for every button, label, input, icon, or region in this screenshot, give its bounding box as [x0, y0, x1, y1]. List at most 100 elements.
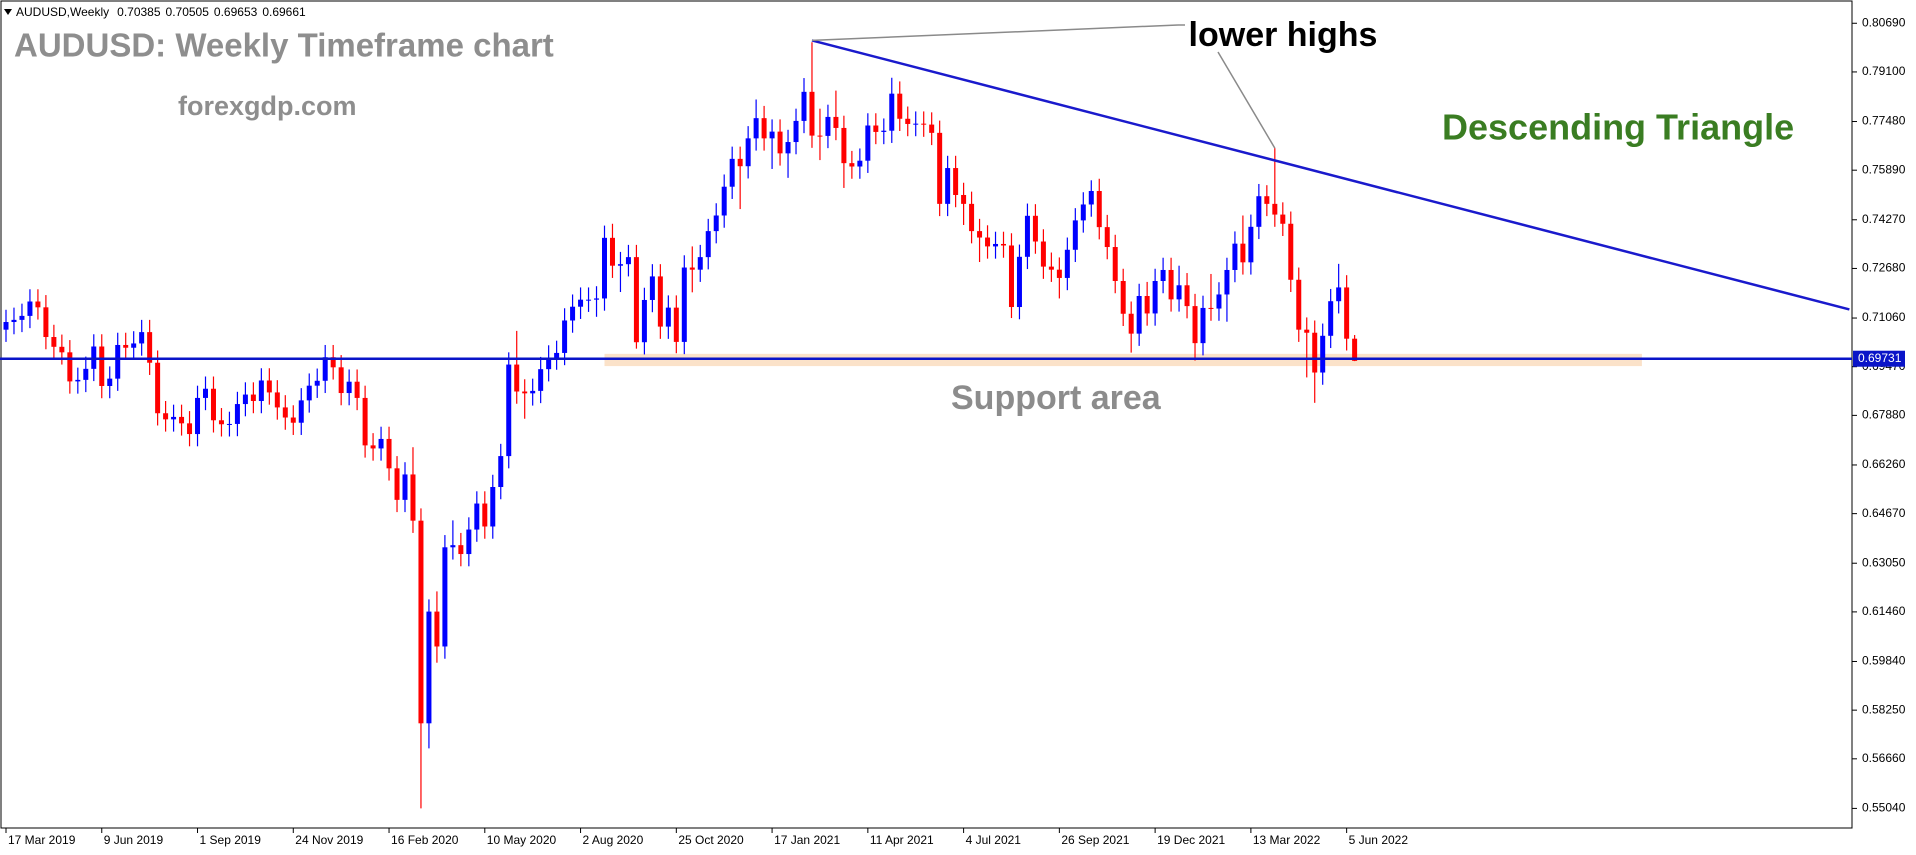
y-tick-label: 0.80690 — [1862, 15, 1906, 29]
candle-body — [378, 438, 384, 449]
candle-body — [1312, 332, 1318, 373]
candle-body — [139, 332, 145, 344]
candle-body — [953, 168, 959, 195]
candle-body — [745, 138, 751, 167]
candle-body — [889, 93, 895, 131]
candle-body — [665, 307, 671, 327]
candle-body — [793, 120, 799, 143]
trendline — [811, 39, 1850, 311]
candle-body — [346, 381, 352, 394]
candle-body — [426, 611, 432, 724]
candle-body — [514, 364, 520, 392]
candle-body — [330, 357, 336, 368]
candle-body — [673, 307, 679, 342]
candle-body — [849, 163, 855, 167]
candle-body — [498, 456, 504, 488]
header-close: 0.69661 — [262, 5, 306, 19]
candle-body — [1064, 249, 1070, 278]
candle-body — [75, 379, 81, 382]
zone-layer — [604, 353, 1642, 367]
candle-body — [59, 346, 65, 353]
candle-body — [1040, 241, 1046, 267]
candle-body — [210, 388, 216, 421]
candle-body — [1032, 215, 1038, 242]
y-tick-label: 0.58250 — [1862, 702, 1906, 716]
candle-body — [386, 438, 392, 469]
candle-body — [274, 392, 280, 408]
candle-body — [825, 116, 831, 136]
chart-subtitle: forexgdp.com — [178, 91, 357, 121]
y-tick-label: 0.77480 — [1862, 114, 1906, 128]
candle-body — [641, 299, 647, 343]
price-label: 0.69731 — [1858, 351, 1902, 365]
header-arrow — [4, 9, 12, 15]
candle-body — [865, 125, 871, 161]
candle-body — [354, 381, 360, 398]
candle-body — [1056, 269, 1062, 278]
x-tick-label: 10 May 2020 — [487, 833, 557, 847]
candle-body — [203, 388, 208, 398]
candle-body — [857, 160, 863, 167]
y-tick-label: 0.55040 — [1862, 801, 1906, 815]
x-tick-label: 9 Jun 2019 — [104, 833, 164, 847]
candle-body — [115, 344, 121, 379]
candle-body — [522, 391, 528, 394]
candle-body — [993, 243, 999, 247]
candle-body — [131, 343, 137, 348]
candle-body — [697, 257, 703, 270]
x-tick-label: 25 Oct 2020 — [678, 833, 744, 847]
candle-body — [985, 237, 991, 247]
connector — [1217, 51, 1276, 149]
connector — [811, 24, 1179, 42]
candle-body — [769, 131, 775, 139]
x-tick-label: 5 Jun 2022 — [1349, 833, 1409, 847]
candle-body — [721, 186, 727, 216]
y-tick-label: 0.67880 — [1862, 408, 1906, 422]
candle-body — [218, 420, 224, 425]
candle-body — [1288, 223, 1294, 280]
candle-body — [458, 545, 464, 555]
candle-body — [306, 385, 312, 401]
candle-body — [657, 276, 663, 327]
candle-body — [362, 397, 368, 446]
candle-body — [1120, 280, 1126, 314]
candle-body — [594, 298, 600, 300]
candle-body — [705, 231, 711, 258]
candle-body — [1080, 204, 1086, 221]
candle-body — [737, 158, 743, 167]
candle-body — [434, 611, 440, 647]
candle-body — [1280, 214, 1286, 224]
candle-body — [99, 346, 105, 386]
candle-body — [713, 215, 719, 232]
candle-body — [242, 394, 248, 405]
candle-body — [602, 237, 607, 299]
candle-body — [753, 118, 759, 139]
y-tick-label: 0.56660 — [1862, 751, 1906, 765]
candle-body — [881, 130, 887, 132]
x-tick-label: 2 Aug 2020 — [583, 833, 644, 847]
x-tick-label: 13 Mar 2022 — [1253, 833, 1321, 847]
candle-body — [290, 417, 296, 423]
candle-body — [777, 131, 783, 154]
x-tick-label: 17 Mar 2019 — [8, 833, 76, 847]
candle-body — [338, 367, 344, 394]
candle-body — [322, 357, 328, 381]
candle-body — [625, 257, 631, 265]
candle-body — [1248, 226, 1254, 263]
candle-body — [977, 231, 983, 238]
candle-body — [841, 127, 847, 164]
candle-body — [1160, 269, 1166, 281]
x-tick-label: 1 Sep 2019 — [200, 833, 262, 847]
candle-body — [681, 267, 687, 342]
candle-body — [35, 301, 41, 308]
candle-body — [506, 364, 512, 457]
candle-body — [490, 487, 496, 527]
y-tick-label: 0.75890 — [1862, 162, 1906, 176]
candle-body — [873, 125, 879, 132]
candle-body — [921, 123, 927, 125]
candle-body — [969, 203, 975, 232]
candle-body — [418, 520, 424, 724]
candle-body — [649, 276, 655, 300]
y-tick-label: 0.59840 — [1862, 654, 1906, 668]
